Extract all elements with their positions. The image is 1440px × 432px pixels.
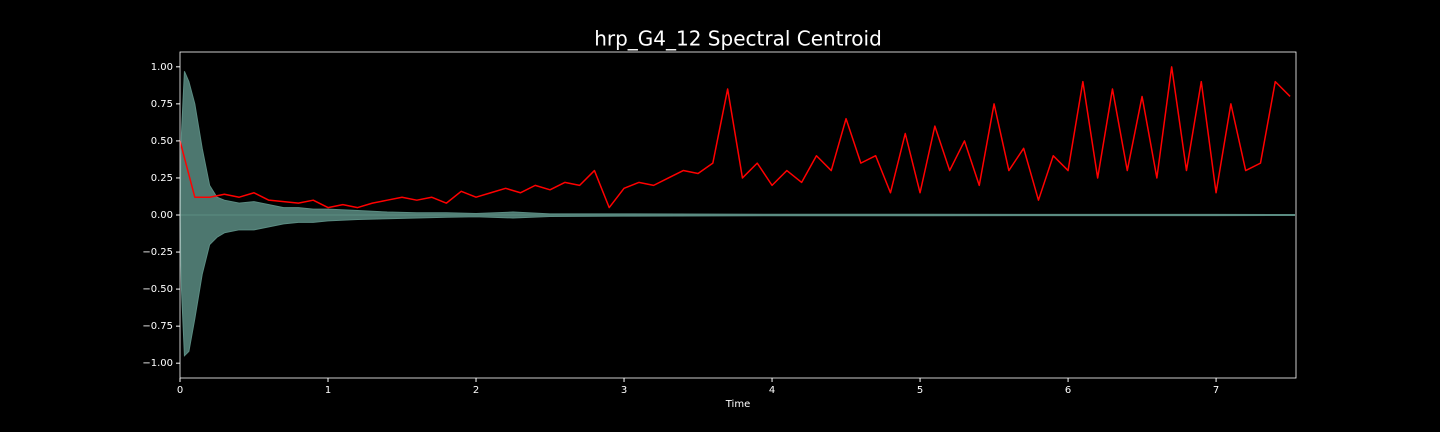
x-tick-label: 6 — [1065, 385, 1071, 396]
centroid-line — [179, 66, 1291, 209]
y-tick-label: −1.00 — [142, 358, 173, 369]
x-tick-label: 7 — [1213, 385, 1219, 396]
waveform-lower — [179, 214, 1296, 357]
x-tick-label: 5 — [917, 385, 923, 396]
x-tick-label: 3 — [621, 385, 627, 396]
y-tick-label: 0.25 — [151, 173, 173, 184]
y-tick-label: 0.50 — [151, 136, 173, 147]
x-tick-label: 2 — [473, 385, 479, 396]
chart-title: hrp_G4_12 Spectral Centroid — [594, 27, 882, 51]
x-tick-label: 4 — [769, 385, 775, 396]
x-axis-label: Time — [725, 399, 750, 410]
y-tick-label: −0.25 — [142, 247, 173, 258]
y-tick-label: 0.00 — [151, 210, 173, 221]
y-tick-label: −0.75 — [142, 321, 173, 332]
waveform-upper — [179, 71, 1296, 216]
x-tick-label: 0 — [177, 385, 183, 396]
y-tick-label: 0.75 — [151, 99, 173, 110]
x-tick-label: 1 — [325, 385, 331, 396]
y-tick-label: 1.00 — [151, 62, 173, 73]
plot-frame — [179, 51, 1297, 379]
y-tick-label: −0.50 — [142, 284, 173, 295]
